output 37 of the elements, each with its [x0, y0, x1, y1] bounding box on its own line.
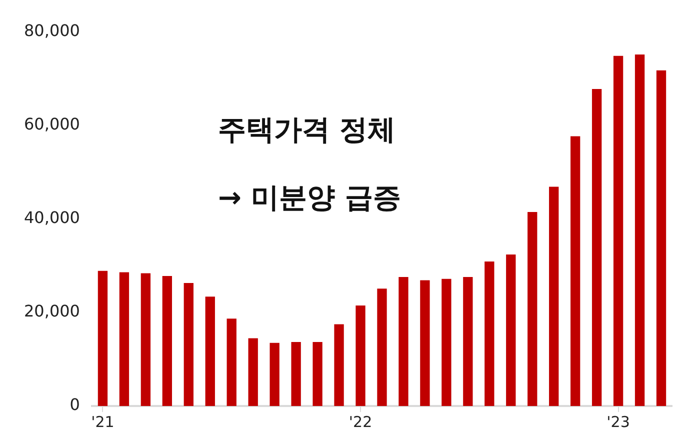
bar [420, 280, 430, 406]
bar [312, 342, 322, 406]
bar [356, 305, 366, 406]
bar [119, 272, 130, 406]
y-tick-label: 20,000 [24, 302, 80, 321]
y-tick-label: 0 [70, 395, 80, 414]
x-tick-label: '21 [91, 412, 114, 431]
bar [270, 342, 280, 406]
bar [334, 324, 344, 406]
bar [634, 54, 645, 406]
annotation: → 미분양 급증 [218, 180, 401, 216]
bar [205, 296, 215, 406]
bar [98, 270, 108, 406]
bar [140, 273, 151, 406]
bar [570, 136, 580, 406]
bar [398, 276, 408, 406]
y-tick-label: 40,000 [24, 208, 80, 228]
bar [613, 56, 624, 406]
bar [162, 276, 172, 406]
bar [506, 254, 516, 406]
bar [528, 212, 538, 406]
bar [442, 278, 452, 406]
bar [656, 70, 666, 406]
y-tick-label: 80,000 [24, 21, 80, 40]
x-tick-label: '23 [606, 412, 630, 431]
bar [463, 276, 473, 406]
bar [592, 89, 602, 406]
bar [377, 288, 387, 406]
y-tick-label: 60,000 [24, 114, 80, 134]
bar [226, 318, 236, 406]
bar [484, 262, 494, 406]
x-tick-label: '22 [348, 412, 372, 431]
bar [291, 342, 301, 406]
bar [184, 283, 194, 406]
bar [248, 338, 258, 406]
annotation: 주택가격 정체 [218, 112, 397, 148]
bar [549, 186, 559, 406]
